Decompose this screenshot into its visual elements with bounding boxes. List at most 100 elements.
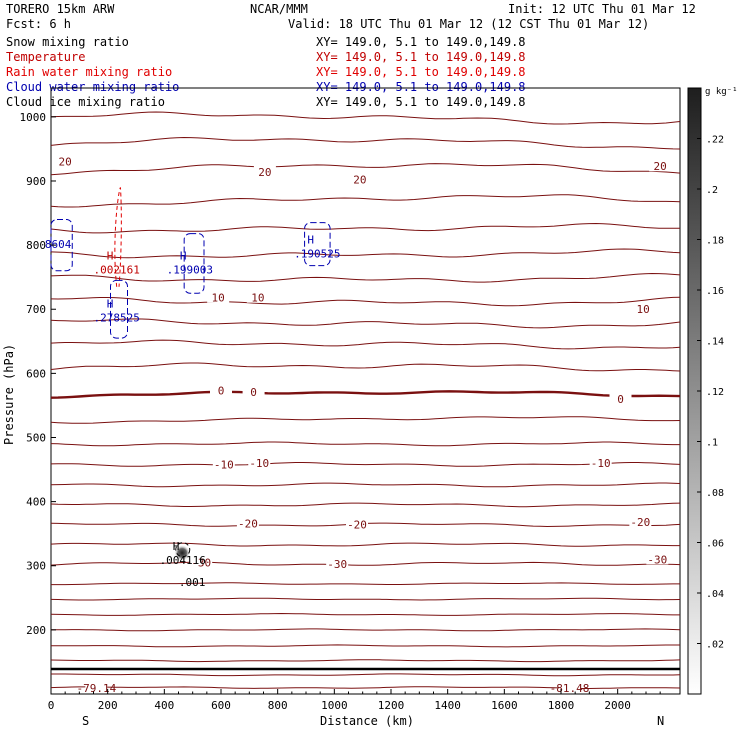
legend-xy-cloud-water: XY= 149.0, 5.1 to 149.0,149.8	[316, 80, 526, 94]
isotherm-label: 20	[654, 160, 667, 173]
y-tick-label: 600	[26, 367, 46, 380]
legend-name-rain: Rain water mixing ratio	[6, 65, 172, 79]
plot-frame	[50, 87, 681, 695]
colorbar-tick-label: .14	[706, 337, 724, 348]
extremum-marker: H	[107, 250, 114, 263]
isotherm-label-bg	[589, 456, 612, 469]
isotherm-label-bg	[54, 154, 77, 167]
isotherm-label: -20	[238, 517, 258, 530]
isotherm	[50, 163, 681, 176]
isotherm-label: 0	[617, 393, 624, 406]
isotherm-label: -30	[647, 553, 667, 566]
y-tick-label: 200	[26, 624, 46, 637]
colorbar-unit: g kg⁻¹	[705, 87, 738, 97]
extremum-value: 8604	[45, 238, 72, 251]
y-tick-label: 800	[26, 239, 46, 252]
isotherm-label: 10	[637, 303, 650, 316]
isotherm-label: 10	[251, 292, 264, 305]
extremum-value: .001	[179, 576, 206, 589]
isotherm-label-bg	[253, 165, 276, 178]
isotherm-label: -81.48	[550, 682, 590, 695]
isotherm-label: 0	[250, 386, 257, 399]
isotherm-label: 20	[353, 174, 366, 187]
legend-xy-temperature: XY= 149.0, 5.1 to 149.0,149.8	[316, 50, 526, 64]
y-tick-label: 300	[26, 560, 46, 573]
legend-name-cloud-water: Cloud water mixing ratio	[6, 80, 179, 94]
y-tick-label: 500	[26, 431, 46, 444]
temperature-isotherms	[50, 111, 681, 689]
hydrometeor-contours	[50, 187, 331, 558]
isotherm	[50, 248, 681, 259]
colorbar-tick-label: .04	[706, 589, 724, 600]
cloud-water-contour	[183, 233, 205, 294]
isotherm-label: 10	[212, 292, 225, 305]
isotherm-label-bg	[210, 383, 232, 396]
isotherm-label-bg	[609, 392, 632, 405]
colorbar-tick-label: .02	[706, 640, 724, 651]
x-tick-label: 600	[211, 699, 231, 712]
colorbar-tick-label: .16	[706, 286, 724, 297]
isotherm-label-bg	[649, 159, 672, 172]
snow-contour	[175, 542, 191, 558]
isotherm-label: -79.14	[76, 682, 116, 695]
center-title: NCAR/MMM	[250, 2, 308, 16]
isotherm-label-bg	[326, 556, 349, 569]
isotherm-label-bg	[236, 516, 259, 529]
y-tick-label: 1000	[20, 111, 47, 124]
extremum-value: .002161	[94, 264, 140, 277]
extremum-marker: H	[180, 250, 187, 263]
x-axis: 0 200 400 600 800 1000 1200 1400 1600 1800 2000	[48, 689, 661, 712]
x-tick-label: 1000	[321, 699, 348, 712]
legend-xy-cloud-ice: XY= 149.0, 5.1 to 149.0,149.8	[316, 95, 526, 109]
colorbar-tick-label: .18	[706, 236, 724, 247]
isotherm	[50, 542, 680, 547]
colorbar: g kg⁻¹ .02 .04 .06 .08 .1 .12 .14 .16 .18 .2 .22	[687, 87, 738, 695]
extremum-value: .278525	[94, 312, 140, 325]
isotherm	[50, 362, 681, 372]
legend-xy-snow: XY= 149.0, 5.1 to 149.0,149.8	[316, 35, 526, 49]
forecast-hour: Fcst: 6 h	[6, 17, 71, 31]
x-tick-label: 1400	[434, 699, 461, 712]
isotherm-label: -30	[191, 557, 211, 570]
isotherm	[50, 441, 680, 447]
extremum-value: .190525	[294, 248, 340, 261]
colorbar-tick-label: .22	[706, 135, 724, 146]
colorbar-tick-label: .2	[706, 185, 718, 196]
y-axis: 200 300 400 500 600 700 800 900 1000	[20, 111, 56, 637]
isotherm	[51, 673, 681, 677]
isotherm	[50, 416, 681, 424]
x-tick-label: 400	[154, 699, 174, 712]
isotherm-label-bg	[646, 552, 669, 565]
isotherm	[51, 628, 681, 632]
y-tick-label: 700	[26, 303, 46, 316]
isotherm-label-bg	[629, 515, 652, 528]
plot-area: -79.14 -81.48 -30 -30 -30 -20 -20 -20 -10 -10 -10 0…	[45, 87, 681, 695]
x-tick-label: 200	[98, 699, 118, 712]
x-tick-label: 800	[268, 699, 288, 712]
colorbar-tick-label: .08	[706, 488, 724, 499]
isotherm	[50, 222, 681, 234]
isotherm-label-bg	[190, 555, 213, 568]
isotherm	[51, 644, 680, 648]
cloud-water-contour	[304, 222, 331, 267]
isotherm	[50, 339, 681, 350]
isotherm	[51, 582, 680, 586]
isotherm-label-bg	[242, 384, 265, 397]
cloud-water-contour	[50, 218, 73, 272]
isotherm-label-bg	[212, 457, 235, 470]
y-axis-label: Pressure (hPa)	[2, 344, 16, 445]
isotherm-label-bg	[348, 172, 371, 185]
isotherm-label-bg	[346, 517, 368, 530]
isotherm-label-bg	[558, 681, 581, 694]
x-tick-label: 1200	[378, 699, 405, 712]
y-tick-label: 900	[26, 175, 46, 188]
isotherm	[50, 561, 681, 566]
valid-time: Valid: 18 UTC Thu 01 Mar 12 (12 CST Thu …	[288, 17, 649, 31]
isotherm-label: -10	[249, 457, 269, 470]
isotherm-label-bg	[632, 302, 655, 315]
isotherm-label-bg	[246, 290, 269, 303]
colorbar-tick-label: .1	[706, 438, 718, 449]
isotherm-label-bg	[248, 456, 271, 469]
isotherm	[50, 612, 680, 616]
